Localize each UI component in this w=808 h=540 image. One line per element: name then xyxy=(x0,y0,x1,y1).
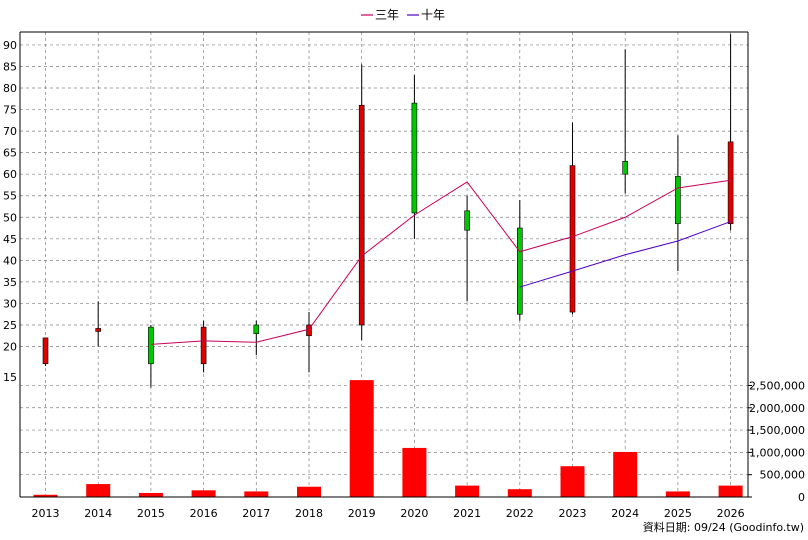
candle-body xyxy=(622,160,629,175)
volume-bar xyxy=(86,484,111,497)
year-tick-label: 2020 xyxy=(400,507,428,520)
legend: 三年 十年 xyxy=(361,8,445,22)
volume-tick-label: 0 xyxy=(798,491,805,504)
volume-bar xyxy=(613,451,638,497)
price-axis: 20 25 30 35 40 45 50 55 60 65 70 75 80 85 90 15 xyxy=(3,39,17,384)
price-tick-label: 20 xyxy=(3,341,17,354)
year-tick-label: 2025 xyxy=(664,507,692,520)
candle-body xyxy=(569,165,576,313)
candle-body xyxy=(516,227,523,315)
candle-body xyxy=(42,337,49,365)
ma-line xyxy=(519,221,731,288)
candle-body xyxy=(464,210,470,231)
volume-bar xyxy=(191,490,216,497)
candle-body xyxy=(95,328,101,332)
price-tick-label: 75 xyxy=(3,104,17,117)
volume-bar xyxy=(455,485,480,497)
price-tick-label: 65 xyxy=(3,147,17,160)
price-tick-label: 15 xyxy=(3,371,17,384)
candlesticks xyxy=(42,34,734,388)
price-tick-label: 25 xyxy=(3,319,17,332)
year-tick-label: 2015 xyxy=(137,507,165,520)
volume-axis: 0 500,000 1,000,000 1,500,000 2,000,000 2,500… xyxy=(748,379,805,504)
volume-bar xyxy=(718,485,743,497)
data-date-footer: 資料日期: 09/24 (Goodinfo.tw) xyxy=(643,520,804,534)
year-tick-label: 2026 xyxy=(717,507,745,520)
year-tick-label: 2017 xyxy=(242,507,270,520)
volume-bar xyxy=(665,491,690,497)
volume-tick-label: 2,500,000 xyxy=(749,379,805,392)
ma-line xyxy=(150,179,731,345)
moving-average-lines xyxy=(150,179,731,345)
price-tick-label: 80 xyxy=(3,82,17,95)
price-tick-label: 85 xyxy=(3,60,17,73)
candle-body xyxy=(358,104,365,326)
volume-tick-label: 500,000 xyxy=(760,469,806,482)
year-tick-label: 2019 xyxy=(348,507,376,520)
year-tick-label: 2018 xyxy=(295,507,323,520)
legend-label-3yr: 三年 xyxy=(375,8,399,22)
volume-tick-label: 2,000,000 xyxy=(749,402,805,415)
year-tick-label: 2024 xyxy=(611,507,639,520)
grid-lines xyxy=(20,32,748,497)
candle-body xyxy=(675,176,681,225)
price-tick-label: 30 xyxy=(3,297,17,310)
price-tick-label: 60 xyxy=(3,168,17,181)
plot-frame xyxy=(19,31,749,498)
price-tick-label: 55 xyxy=(3,190,17,203)
year-tick-label: 2013 xyxy=(32,507,60,520)
year-tick-label: 2016 xyxy=(190,507,218,520)
price-tick-label: 50 xyxy=(3,211,17,224)
price-tick-label: 90 xyxy=(3,39,17,52)
year-tick-label: 2021 xyxy=(453,507,481,520)
volume-bar xyxy=(349,380,374,497)
year-tick-label: 2022 xyxy=(506,507,534,520)
price-tick-label: 35 xyxy=(3,276,17,289)
candle-body xyxy=(148,326,154,365)
volume-bar xyxy=(244,491,269,497)
x-axis: 2013 2014 2015 2016 2017 2018 2019 2020 2021 2022… xyxy=(32,507,745,520)
price-tick-label: 45 xyxy=(3,233,17,246)
year-tick-label: 2014 xyxy=(84,507,112,520)
volume-bar xyxy=(507,489,532,497)
candle-body xyxy=(200,326,207,365)
volume-tick-label: 1,500,000 xyxy=(749,424,805,437)
year-tick-label: 2023 xyxy=(559,507,587,520)
volume-bar xyxy=(402,447,427,497)
legend-label-10yr: 十年 xyxy=(421,8,445,22)
price-tick-label: 70 xyxy=(3,125,17,138)
candle-body xyxy=(411,102,418,214)
candle-body xyxy=(727,141,734,225)
candle-body xyxy=(253,324,260,334)
price-tick-label: 40 xyxy=(3,254,17,267)
volume-bar xyxy=(560,466,585,497)
volume-bar xyxy=(33,494,58,497)
volume-tick-label: 1,000,000 xyxy=(749,446,805,459)
volume-bar xyxy=(297,486,321,497)
volume-bars xyxy=(33,380,743,497)
volume-bar xyxy=(138,492,163,497)
